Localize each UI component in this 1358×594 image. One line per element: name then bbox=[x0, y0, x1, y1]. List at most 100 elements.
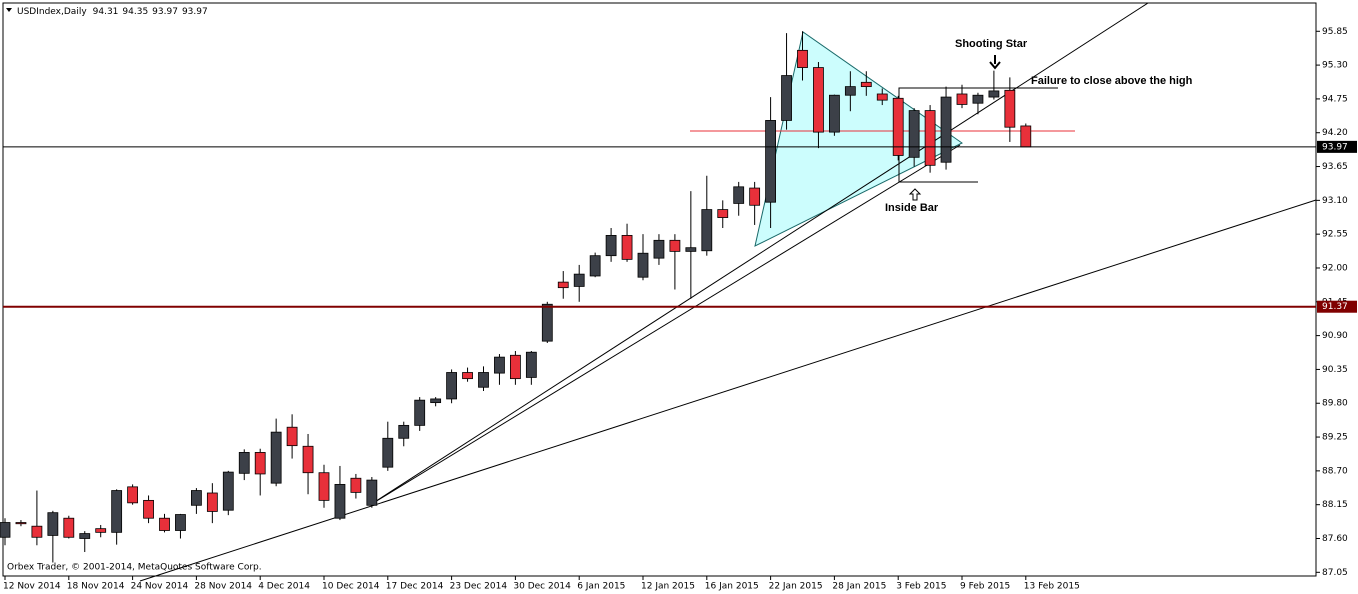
candle-body bbox=[31, 525, 43, 538]
x-tick-label: 12 Jan 2015 bbox=[641, 582, 695, 592]
candle-body bbox=[892, 97, 904, 156]
price-label: 93.97 bbox=[1322, 142, 1348, 152]
candle-body bbox=[478, 372, 489, 388]
candle-body bbox=[573, 273, 585, 287]
x-tick-label: 28 Nov 2014 bbox=[194, 582, 252, 592]
x-tick-label: 22 Jan 2015 bbox=[769, 582, 823, 592]
symbol: USDIndex,Daily bbox=[17, 7, 87, 17]
level-label-box bbox=[1317, 300, 1357, 313]
candle-body bbox=[190, 490, 202, 506]
candle-body bbox=[0, 522, 11, 538]
annotation: Inside Bar bbox=[885, 202, 939, 214]
x-tick-label: 23 Dec 2014 bbox=[450, 582, 508, 592]
candle-body bbox=[605, 234, 617, 257]
candle-body bbox=[95, 528, 107, 533]
x-tick-label: 13 Feb 2015 bbox=[1024, 582, 1080, 592]
trend-line bbox=[369, 144, 961, 506]
candle-body bbox=[494, 356, 505, 374]
ohlc-open: 94.31 bbox=[93, 7, 119, 17]
candle-body bbox=[159, 517, 170, 531]
price-label-box bbox=[1317, 140, 1357, 153]
candle-body bbox=[175, 514, 186, 531]
candle-body bbox=[860, 81, 872, 88]
y-tick-label: 90.35 bbox=[1322, 365, 1348, 375]
y-tick-label: 87.05 bbox=[1322, 568, 1348, 578]
candle-body bbox=[430, 398, 442, 404]
x-tick-label: 10 Dec 2014 bbox=[322, 582, 380, 592]
annotation: Failure to close above the high bbox=[1031, 75, 1193, 87]
candle-body bbox=[446, 372, 458, 400]
candle-body bbox=[669, 239, 681, 252]
candle-body bbox=[717, 209, 729, 218]
candle-body bbox=[813, 67, 824, 133]
candle-body bbox=[797, 49, 808, 68]
x-tick-label: 17 Dec 2014 bbox=[386, 582, 444, 592]
x-tick-label: 18 Nov 2014 bbox=[67, 582, 125, 592]
ohlc-low: 93.97 bbox=[152, 7, 178, 17]
header: USDIndex,Daily 94.31 94.35 93.97 93.97 bbox=[17, 7, 208, 17]
y-tick-label: 89.80 bbox=[1322, 399, 1348, 409]
y-tick-label: 93.10 bbox=[1322, 196, 1348, 206]
y-tick-label: 89.25 bbox=[1322, 433, 1348, 443]
candle-body bbox=[143, 499, 154, 519]
candle-body bbox=[350, 477, 362, 493]
candle-body bbox=[733, 186, 745, 204]
ohlc-high: 94.35 bbox=[122, 7, 148, 17]
y-tick-label: 93.65 bbox=[1322, 162, 1348, 172]
y-tick-label: 94.20 bbox=[1322, 128, 1348, 138]
y-tick-label: 88.15 bbox=[1322, 500, 1348, 510]
y-tick-label: 87.60 bbox=[1322, 534, 1348, 544]
x-tick-label: 24 Nov 2014 bbox=[131, 582, 189, 592]
menu-icon bbox=[6, 8, 12, 12]
candle-body bbox=[509, 354, 521, 380]
candle-body bbox=[79, 533, 91, 539]
candle-body bbox=[829, 94, 840, 133]
candle-body bbox=[908, 110, 920, 158]
candle-body bbox=[940, 96, 952, 163]
candle-body bbox=[382, 437, 394, 468]
candle-body bbox=[222, 471, 234, 511]
candle-body bbox=[47, 512, 59, 536]
x-tick-label: 12 Nov 2014 bbox=[3, 582, 61, 592]
triangle-drawing bbox=[754, 31, 963, 247]
y-tick-label: 94.75 bbox=[1322, 94, 1348, 104]
x-tick-label: 3 Feb 2015 bbox=[896, 582, 946, 592]
candle-body bbox=[637, 252, 649, 278]
candle-body bbox=[956, 93, 968, 105]
candle-body bbox=[621, 234, 633, 260]
candle-body bbox=[318, 472, 330, 501]
candle-body bbox=[525, 351, 537, 378]
plot-frame bbox=[2, 2, 1317, 577]
level-label: 91.37 bbox=[1322, 302, 1348, 312]
y-tick-label: 90.90 bbox=[1322, 331, 1348, 341]
candle-body bbox=[238, 452, 250, 474]
candle-body bbox=[206, 492, 218, 512]
candle-body bbox=[1020, 125, 1032, 148]
footer: Orbex Trader, © 2001-2014, MetaQuotes So… bbox=[7, 563, 262, 573]
y-tick-label: 88.70 bbox=[1322, 466, 1348, 476]
candle-body bbox=[334, 483, 346, 519]
candle-body bbox=[765, 120, 776, 203]
y-tick-label: 95.85 bbox=[1322, 27, 1348, 37]
candle-body bbox=[557, 281, 569, 289]
candle-body bbox=[701, 209, 713, 252]
x-tick-label: 9 Feb 2015 bbox=[960, 582, 1010, 592]
candle-body bbox=[924, 110, 936, 166]
candle-body bbox=[988, 90, 1000, 98]
candle-body bbox=[685, 247, 697, 252]
ohlc-close: 93.97 bbox=[182, 7, 208, 17]
candles bbox=[0, 31, 1032, 563]
x-tick-label: 16 Jan 2015 bbox=[705, 582, 759, 592]
annotation: Shooting Star bbox=[955, 38, 1028, 50]
candle-body bbox=[462, 372, 473, 380]
x-tick-label: 4 Dec 2014 bbox=[258, 582, 310, 592]
x-tick-label: 28 Jan 2015 bbox=[832, 582, 886, 592]
candle-body bbox=[1004, 89, 1016, 128]
up-arrow bbox=[908, 188, 922, 201]
x-tick-label: 6 Jan 2015 bbox=[577, 582, 625, 592]
candle-body bbox=[302, 445, 314, 474]
candle-body bbox=[15, 522, 27, 525]
candle-body bbox=[366, 479, 378, 506]
candle-body bbox=[589, 255, 601, 277]
